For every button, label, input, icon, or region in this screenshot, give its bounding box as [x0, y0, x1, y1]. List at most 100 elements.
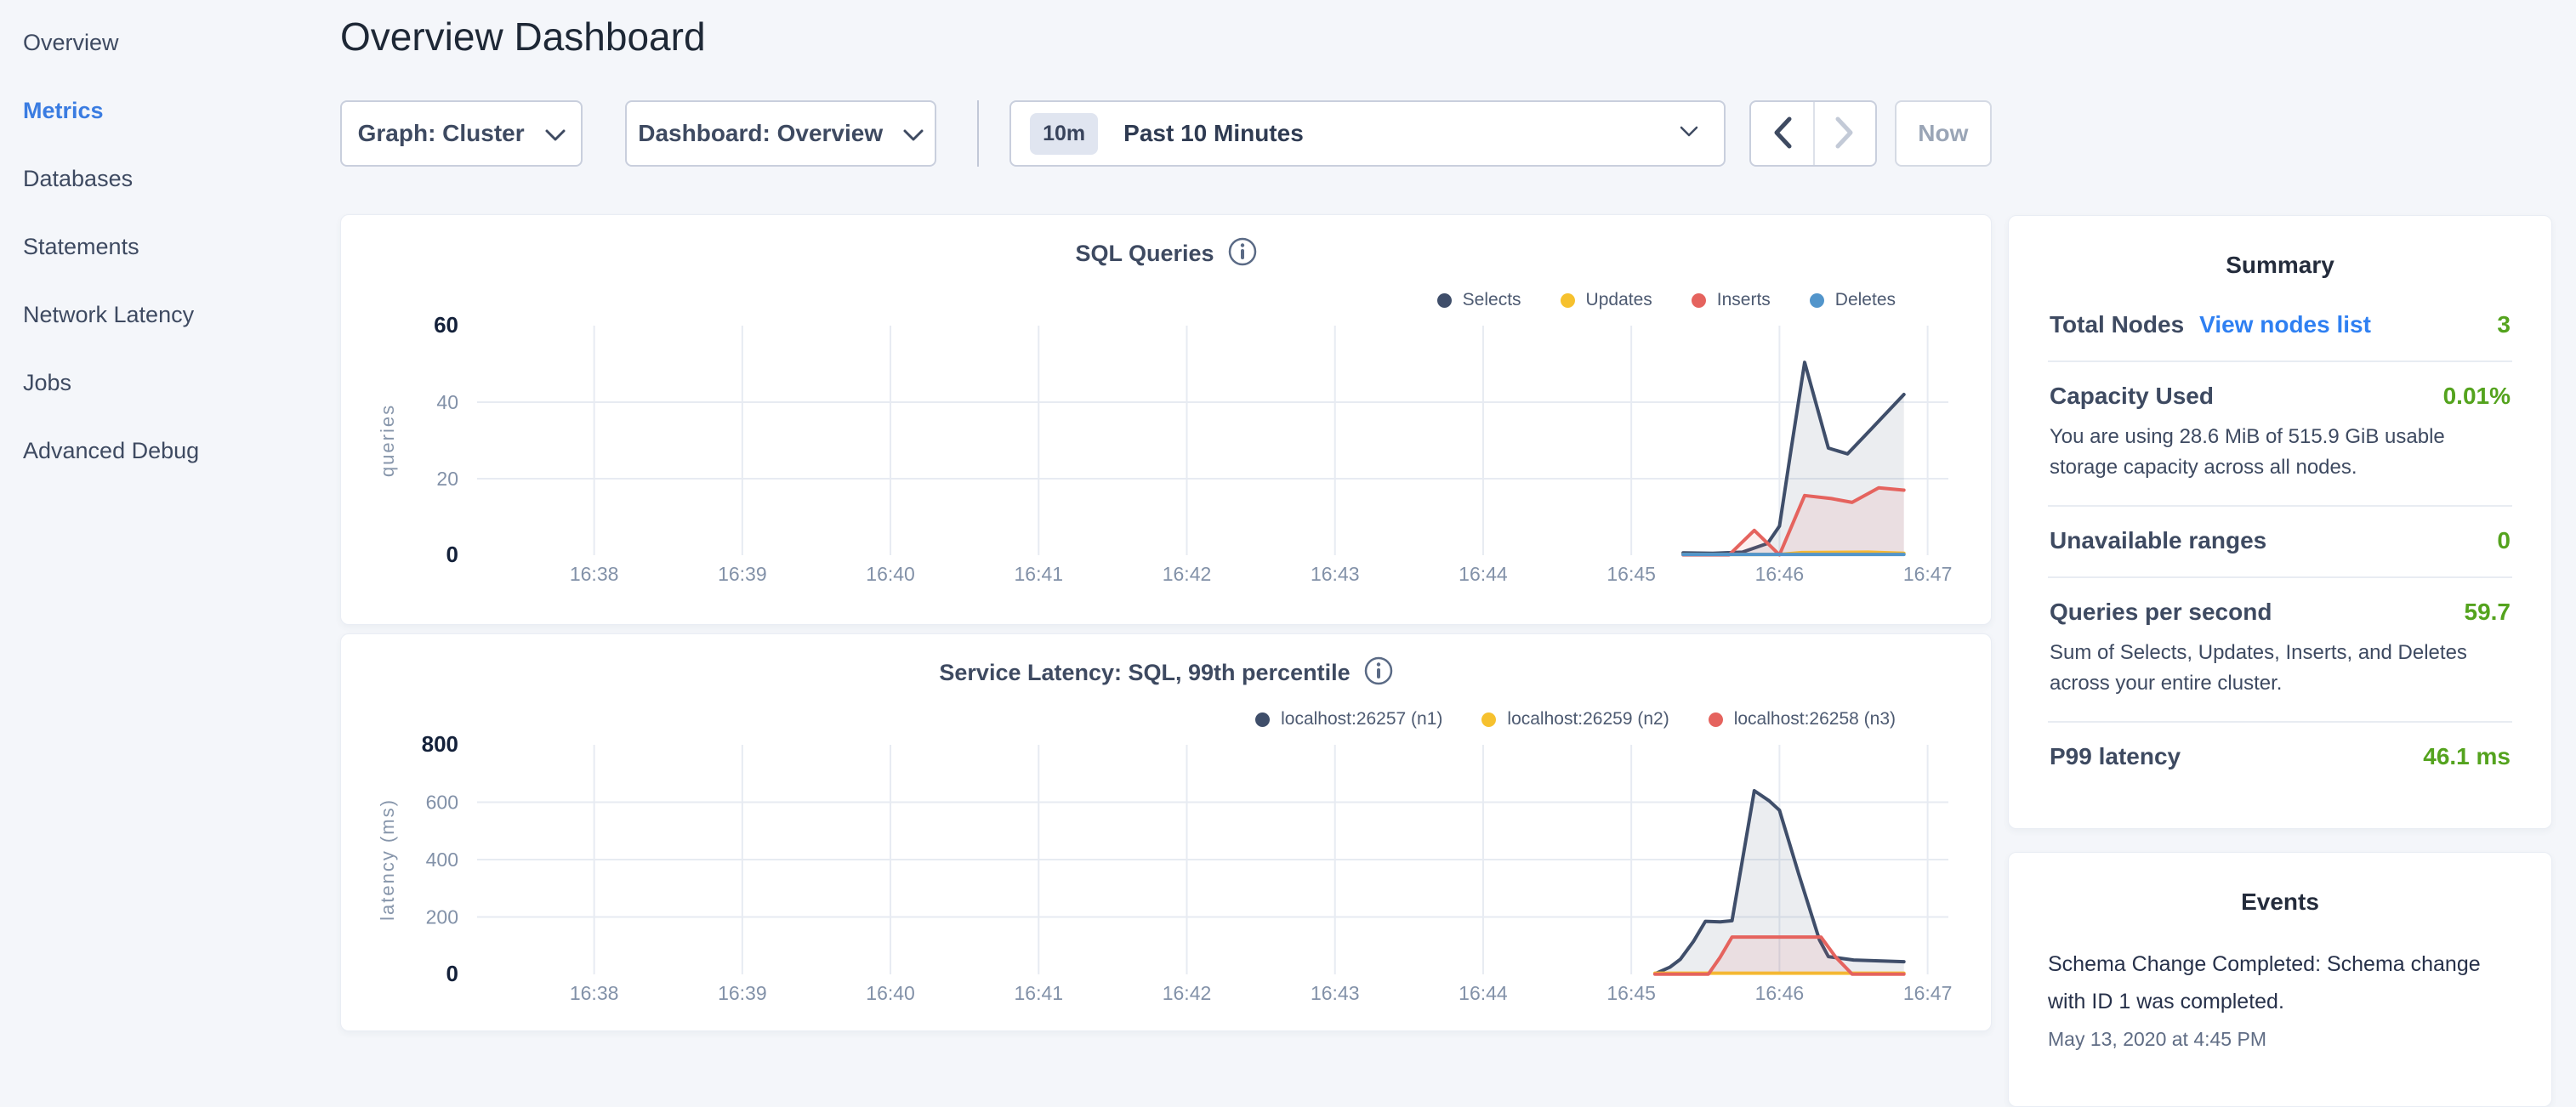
latency-legend: localhost:26257 (n1) localhost:26259 (n2)… [1255, 709, 1896, 729]
sidebar-item-databases[interactable]: Databases [23, 165, 134, 191]
summary-row-capacity-used: Capacity Used 0.01% You are using 28.6 M… [2048, 362, 2512, 507]
legend-label: Selects [1462, 290, 1521, 309]
svg-text:16:44: 16:44 [1459, 982, 1508, 1004]
summary-row-unavailable-ranges: Unavailable ranges 0 [2048, 507, 2512, 578]
svg-text:0: 0 [446, 542, 458, 567]
svg-text:16:46: 16:46 [1755, 982, 1805, 1004]
summary-row-total-nodes: Total Nodes View nodes list 3 [2048, 291, 2512, 362]
sidebar-item-advanced-debug[interactable]: Advanced Debug [23, 437, 200, 463]
unavailable-ranges-label: Unavailable ranges [2050, 527, 2267, 554]
legend-label: Updates [1585, 290, 1652, 309]
svg-text:16:44: 16:44 [1459, 563, 1508, 585]
qps-label: Queries per second [2050, 599, 2272, 625]
total-nodes-value: 3 [2497, 311, 2511, 338]
sidebar-item-statements[interactable]: Statements [23, 233, 139, 259]
svg-text:16:43: 16:43 [1311, 563, 1360, 585]
capacity-used-description: You are using 28.6 MiB of 515.9 GiB usab… [2050, 425, 2445, 479]
latency-chart: 16:38 16:39 16:40 16:41 16:42 16:43 16:44 16:45… [341, 634, 1991, 1030]
right-column: Summary Total Nodes View nodes list 3 Ca… [2008, 0, 2552, 1107]
qps-value: 59.7 [2464, 599, 2511, 625]
sql-queries-chart-header: SQL Queries [341, 237, 1991, 270]
sql-queries-chart-title: SQL Queries [1075, 241, 1214, 266]
legend-dot-icon [1481, 712, 1497, 727]
legend-dot-icon [1708, 712, 1723, 727]
svg-text:200: 200 [426, 906, 458, 928]
svg-text:0: 0 [446, 961, 458, 986]
svg-text:16:39: 16:39 [718, 982, 767, 1004]
legend-label: Inserts [1716, 290, 1771, 309]
time-step-buttons [1749, 100, 1877, 167]
sidebar-item-overview[interactable]: Overview [23, 29, 119, 55]
svg-text:60: 60 [434, 312, 458, 338]
sidebar-item-jobs[interactable]: Jobs [23, 369, 72, 395]
info-icon[interactable] [1228, 237, 1257, 270]
svg-text:16:42: 16:42 [1163, 982, 1212, 1004]
event-timestamp: May 13, 2020 at 4:45 PM [2048, 1027, 2266, 1050]
legend-dot-icon [1560, 292, 1575, 308]
p99-latency-value: 46.1 ms [2423, 743, 2511, 769]
sidebar-item-network-latency[interactable]: Network Latency [23, 301, 195, 327]
now-button[interactable]: Now [1894, 100, 1992, 167]
time-step-back-button[interactable] [1751, 102, 1813, 165]
total-nodes-label: Total Nodes [2050, 311, 2185, 338]
event-message[interactable]: Schema Change Completed: Schema change w… [2048, 952, 2481, 1013]
graph-scope-dropdown[interactable]: Graph: Cluster [340, 100, 583, 167]
dashboard-dropdown[interactable]: Dashboard: Overview [625, 100, 937, 167]
events-panel: Events Schema Change Completed: Schema c… [2008, 852, 2552, 1107]
graph-scope-dropdown-label: Graph: Cluster [357, 120, 525, 146]
view-nodes-list-link[interactable]: View nodes list [2199, 311, 2371, 338]
svg-text:16:38: 16:38 [570, 982, 619, 1004]
chevron-down-icon [903, 120, 924, 147]
svg-text:16:45: 16:45 [1606, 563, 1656, 585]
time-range-badge: 10m [1030, 112, 1099, 155]
svg-text:16:40: 16:40 [866, 982, 915, 1004]
legend-label: localhost:26258 (n3) [1733, 709, 1896, 729]
svg-text:16:47: 16:47 [1903, 563, 1953, 585]
svg-text:16:47: 16:47 [1903, 982, 1953, 1004]
svg-text:16:43: 16:43 [1311, 982, 1360, 1004]
legend-dot-icon [1691, 292, 1706, 308]
info-icon[interactable] [1364, 656, 1393, 690]
main-content: Overview Dashboard Graph: Cluster Dashbo… [340, 0, 1992, 1051]
sql-queries-chart-card: SQL Queries Selects Updates Inserts Deletes… [340, 214, 1992, 625]
latency-chart-header: Service Latency: SQL, 99th percentile [341, 656, 1991, 690]
time-step-forward-button[interactable] [1812, 102, 1875, 165]
legend-item: localhost:26259 (n2) [1481, 709, 1669, 729]
latency-chart-title: Service Latency: SQL, 99th percentile [939, 660, 1351, 685]
time-range-picker[interactable]: 10m Past 10 Minutes [1009, 100, 1726, 167]
svg-text:16:39: 16:39 [718, 563, 767, 585]
svg-text:40: 40 [436, 391, 458, 413]
capacity-used-value: 0.01% [2442, 383, 2511, 409]
legend-item: Inserts [1691, 290, 1771, 310]
legend-label: localhost:26259 (n2) [1507, 709, 1669, 729]
controls-bar: Graph: Cluster Dashboard: Overview 10m P… [340, 100, 1992, 167]
controls-divider [977, 100, 980, 167]
time-range-label: Past 10 Minutes [1123, 120, 1304, 146]
sql-queries-legend: Selects Updates Inserts Deletes [1436, 290, 1896, 310]
svg-text:16:42: 16:42 [1163, 563, 1212, 585]
chevron-down-icon [1680, 126, 1698, 141]
svg-text:800: 800 [422, 731, 458, 757]
capacity-used-label: Capacity Used [2050, 383, 2214, 409]
svg-text:16:38: 16:38 [570, 563, 619, 585]
page-title: Overview Dashboard [340, 14, 706, 59]
sidebar: Overview Metrics Databases Statements Ne… [0, 0, 340, 1051]
legend-dot-icon [1809, 292, 1824, 308]
chevron-down-icon [545, 120, 566, 147]
dashboard-dropdown-label: Dashboard: Overview [638, 120, 884, 146]
sql-queries-chart: 16:38 16:39 16:40 16:41 16:42 16:43 16:44 16:45… [341, 215, 1991, 616]
legend-item: Selects [1436, 290, 1521, 310]
sidebar-item-metrics[interactable]: Metrics [23, 97, 104, 123]
svg-text:16:46: 16:46 [1755, 563, 1805, 585]
chevron-left-icon [1773, 116, 1792, 151]
unavailable-ranges-value: 0 [2497, 527, 2511, 554]
summary-panel: Summary Total Nodes View nodes list 3 Ca… [2008, 215, 2552, 829]
svg-text:16:40: 16:40 [866, 563, 915, 585]
legend-item: Updates [1560, 290, 1652, 310]
summary-row-p99-latency: P99 latency 46.1 ms [2048, 723, 2512, 792]
summary-title: Summary [2226, 252, 2334, 278]
legend-dot-icon [1255, 712, 1271, 727]
svg-text:16:41: 16:41 [1015, 563, 1064, 585]
svg-text:queries: queries [377, 404, 398, 477]
svg-text:20: 20 [436, 468, 458, 490]
